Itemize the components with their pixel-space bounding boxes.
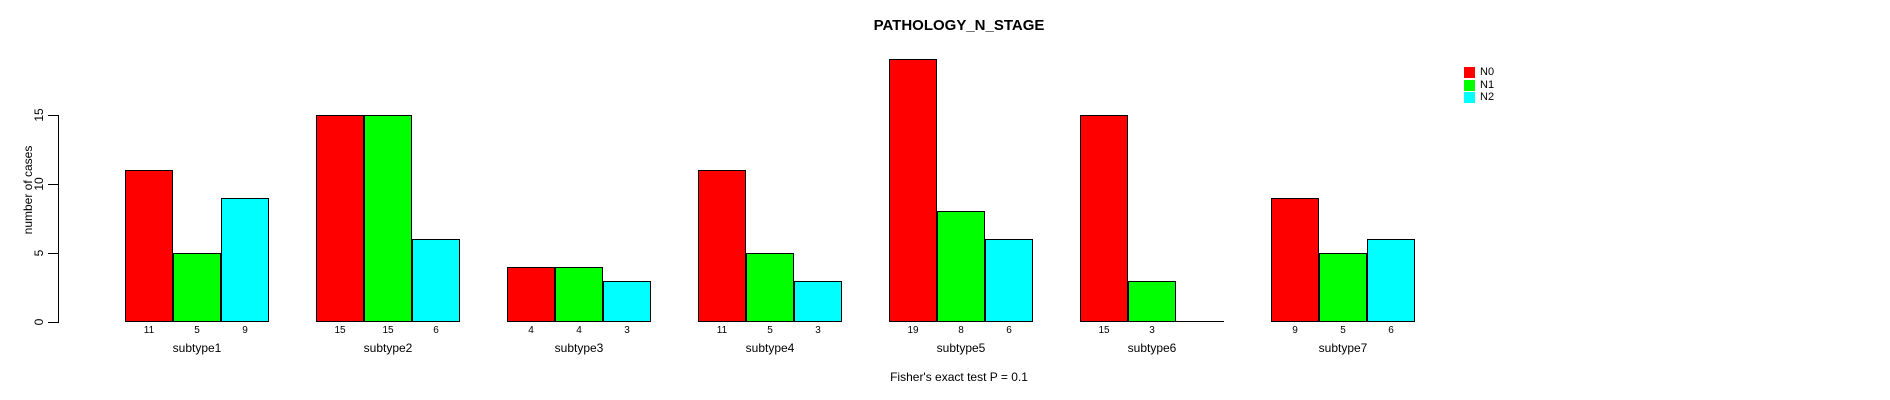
legend-label: N1 — [1480, 78, 1495, 91]
bar-value-label: 6 — [1388, 325, 1394, 336]
bar-n2-subtype6-zero — [1176, 321, 1224, 322]
category-label-subtype6: subtype6 — [1127, 341, 1177, 355]
category-label-subtype7: subtype7 — [1318, 341, 1368, 355]
bar-n1-subtype3 — [555, 267, 603, 322]
bar-n0-subtype2 — [316, 115, 364, 322]
category-label-subtype3: subtype3 — [554, 341, 604, 355]
legend-item-n1: N1 — [1464, 79, 1494, 92]
bar-value-label: 3 — [1149, 325, 1155, 336]
bar-n1-subtype2 — [364, 115, 412, 322]
legend-swatch-n1 — [1464, 79, 1475, 91]
bar-value-label: 6 — [433, 325, 439, 336]
y-tick-label: 15 — [32, 108, 46, 122]
bar-value-label: 19 — [907, 325, 919, 336]
bar-value-label: 15 — [382, 325, 394, 336]
bar-value-label: 11 — [716, 325, 728, 336]
bar-n2-subtype4 — [794, 281, 842, 322]
bar-n2-subtype7 — [1367, 239, 1415, 322]
category-label-subtype2: subtype2 — [363, 341, 413, 355]
bar-value-label: 5 — [1340, 325, 1346, 336]
legend-item-n0: N0 — [1464, 66, 1494, 79]
y-axis-line — [58, 115, 59, 323]
legend-item-n2: N2 — [1464, 91, 1494, 104]
bar-n0-subtype4 — [698, 170, 746, 322]
legend-swatch-n2 — [1464, 92, 1475, 104]
category-label-subtype1: subtype1 — [172, 341, 222, 355]
bar-value-label: 3 — [624, 325, 630, 336]
bar-n0-subtype5 — [889, 59, 937, 322]
bar-value-label: 15 — [1098, 325, 1110, 336]
bar-value-label: 3 — [815, 325, 821, 336]
y-tick — [48, 253, 58, 254]
annotation-fisher-test: Fisher's exact test P = 0.1 — [890, 370, 1028, 384]
y-tick-label: 5 — [32, 249, 46, 257]
y-tick-label: 10 — [32, 177, 46, 191]
bar-value-label: 8 — [958, 325, 964, 336]
y-tick-label: 0 — [32, 318, 46, 326]
bar-n0-subtype3 — [507, 267, 555, 322]
y-tick — [48, 115, 58, 116]
bar-n0-subtype6 — [1080, 115, 1128, 322]
bar-value-label: 9 — [242, 325, 248, 336]
bar-value-label: 4 — [576, 325, 582, 336]
y-tick — [48, 184, 58, 185]
bar-value-label: 5 — [194, 325, 200, 336]
bar-value-label: 9 — [1292, 325, 1298, 336]
category-label-subtype5: subtype5 — [936, 341, 986, 355]
bar-value-label: 6 — [1006, 325, 1012, 336]
bar-n1-subtype4 — [746, 253, 794, 322]
bar-value-label: 4 — [528, 325, 534, 336]
bar-n2-subtype3 — [603, 281, 651, 322]
category-label-subtype4: subtype4 — [745, 341, 795, 355]
bar-n1-subtype7 — [1319, 253, 1367, 322]
bar-n2-subtype2 — [412, 239, 460, 322]
chart-title: PATHOLOGY_N_STAGE — [873, 17, 1045, 34]
legend-label: N0 — [1480, 65, 1495, 78]
bar-value-label: 15 — [334, 325, 346, 336]
bar-n0-subtype1 — [125, 170, 173, 322]
bar-n2-subtype5 — [985, 239, 1033, 322]
legend-swatch-n0 — [1464, 66, 1475, 78]
y-tick — [48, 322, 58, 323]
bar-n1-subtype6 — [1128, 281, 1176, 322]
bar-value-label: 5 — [767, 325, 773, 336]
bar-value-label: 11 — [143, 325, 155, 336]
bar-n1-subtype1 — [173, 253, 221, 322]
legend: N0 N1 N2 — [1464, 66, 1494, 104]
legend-label: N2 — [1480, 91, 1495, 104]
bar-n2-subtype1 — [221, 198, 269, 322]
bar-n1-subtype5 — [937, 211, 985, 322]
bar-n0-subtype7 — [1271, 198, 1319, 322]
